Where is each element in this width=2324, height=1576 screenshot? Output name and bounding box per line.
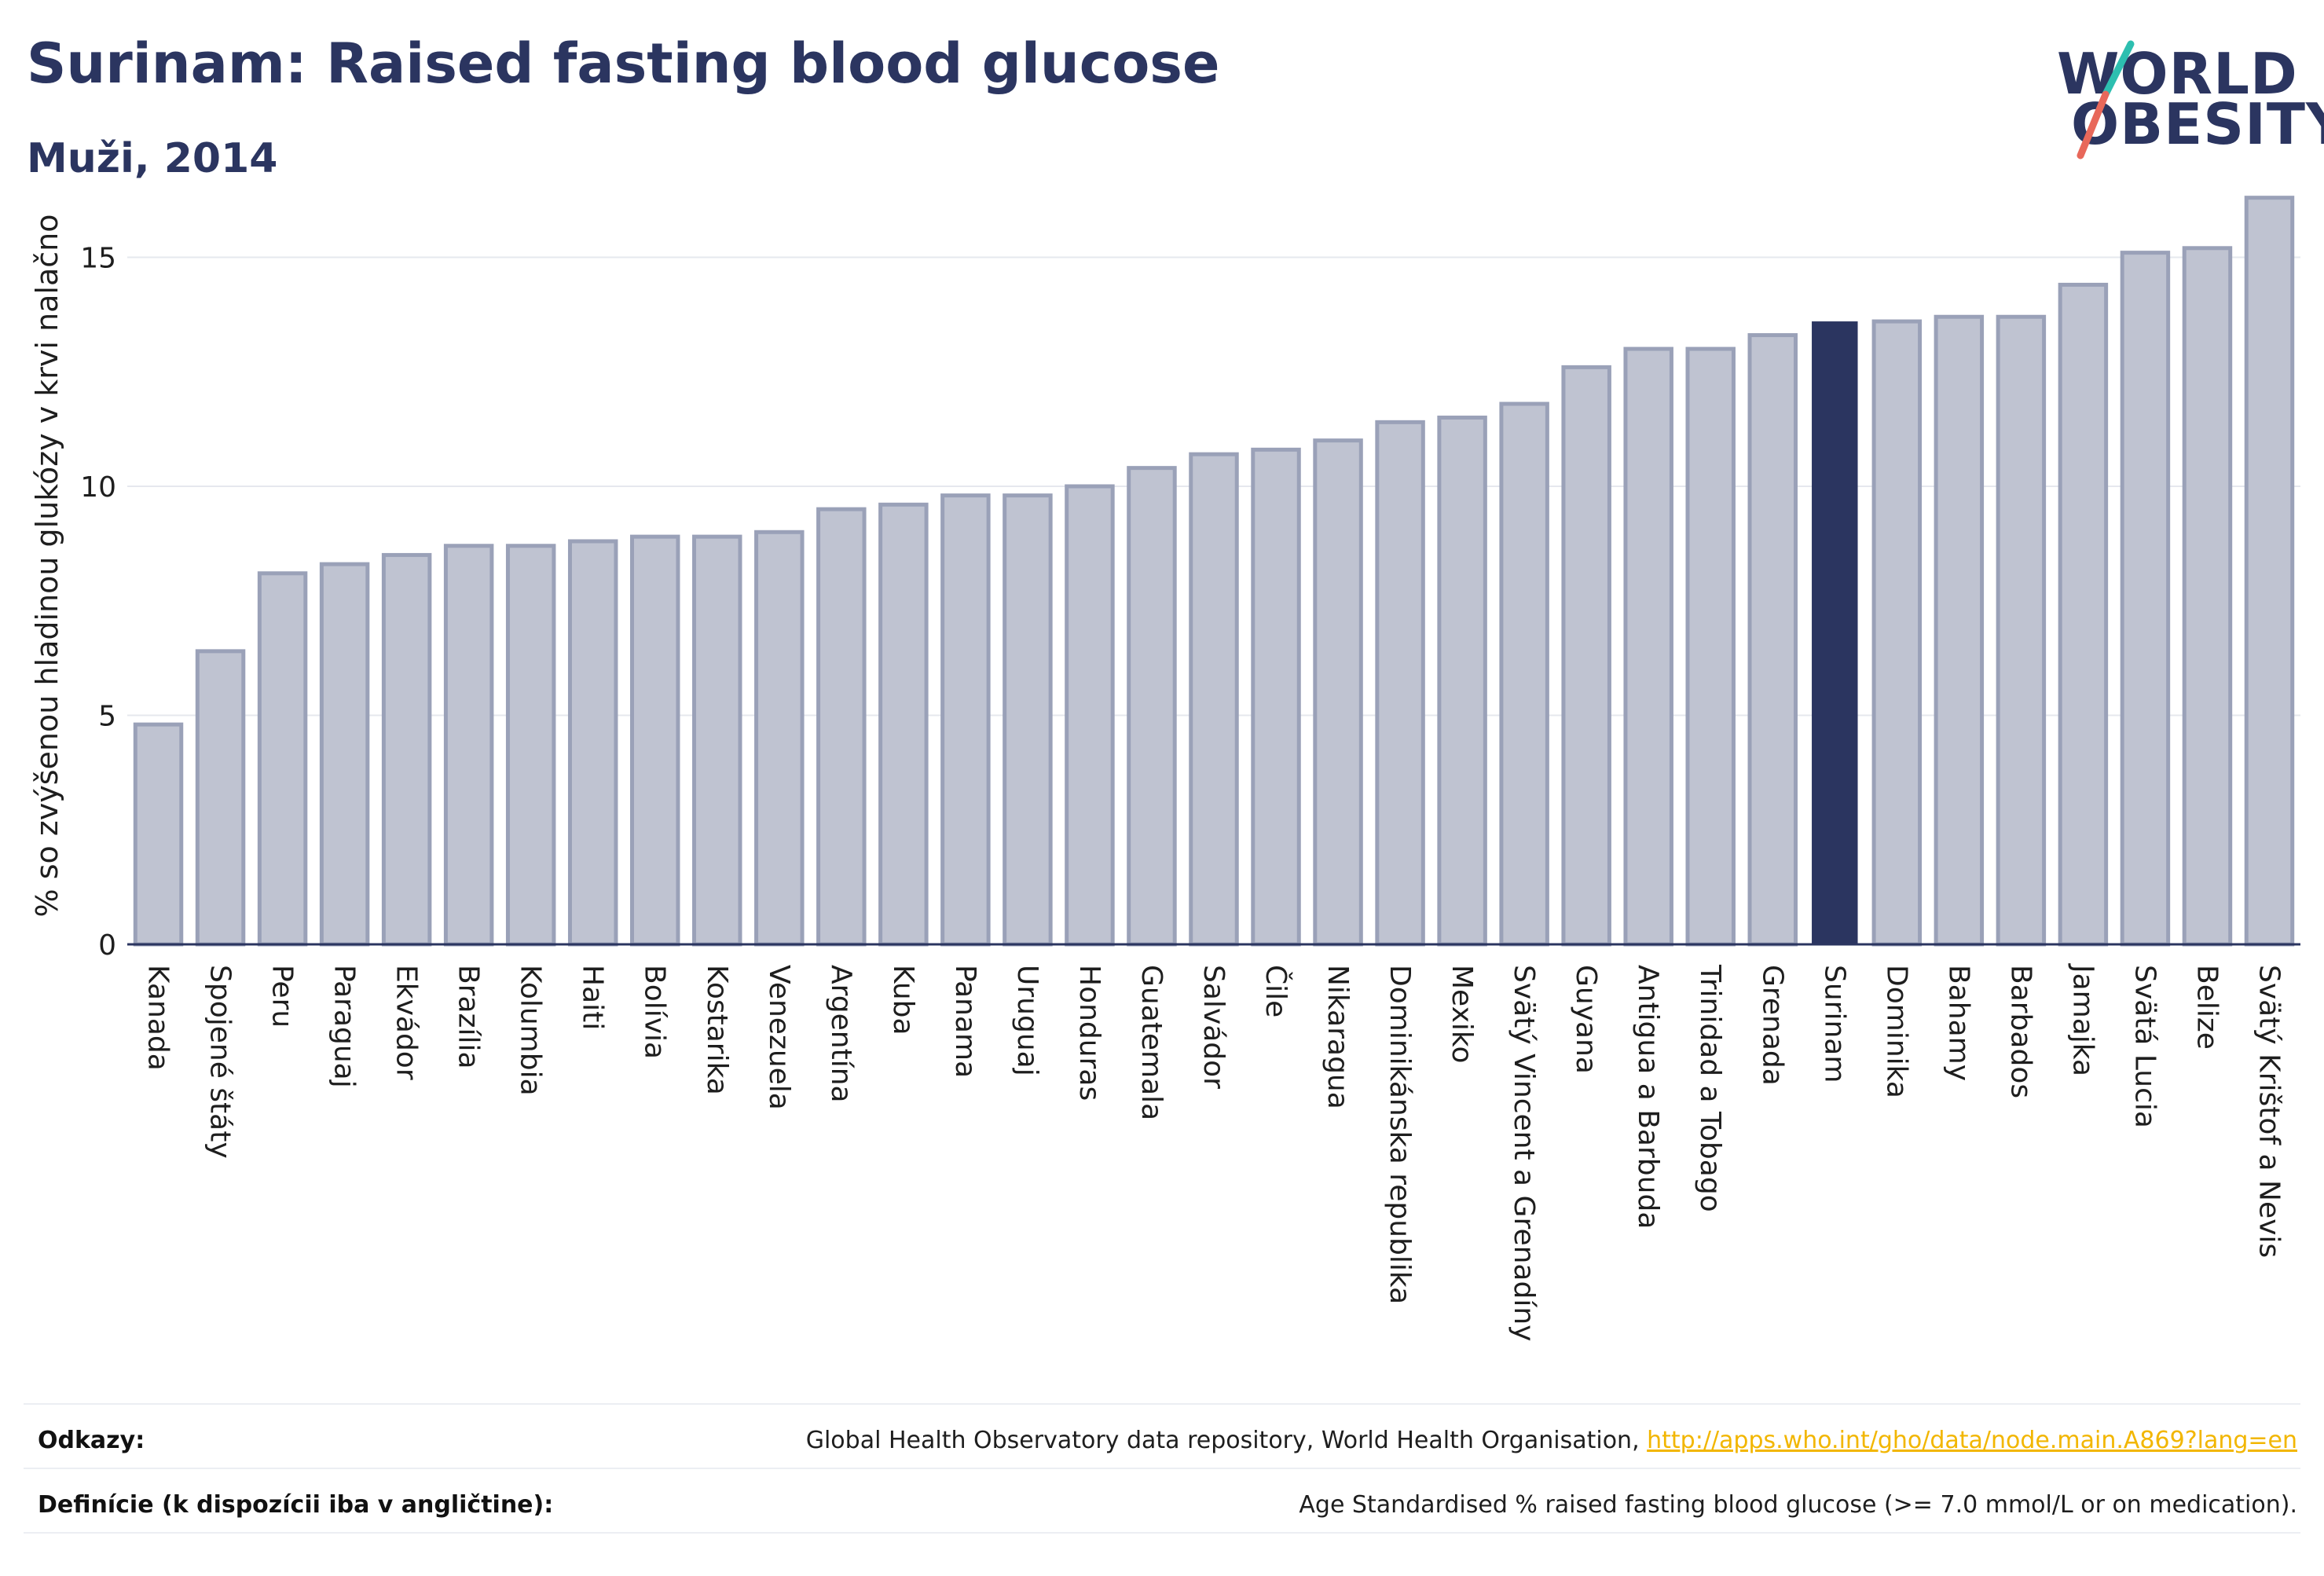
y-tick-label: 5 <box>98 700 116 732</box>
bar-chart: 0 5 10 15 Kanada Spojené štáty Peru Paraguaj Ekv… <box>80 196 2300 1341</box>
bar <box>1003 493 1053 947</box>
x-tick-label: Honduras <box>1073 965 1105 1101</box>
x-tick-label: Svätý Vincent a Grenadíny <box>1508 965 1540 1341</box>
y-tick-label: 10 <box>80 471 116 504</box>
y-tick-label: 0 <box>98 929 116 962</box>
bar <box>1065 484 1115 947</box>
x-tick-label: Venezuela <box>763 965 795 1110</box>
y-axis-title: % so zvýšenou hladinou glukózy v krvi na… <box>30 214 64 918</box>
bar <box>2244 196 2295 947</box>
x-tick-label: Barbados <box>2004 965 2036 1098</box>
references-text: Global Health Observatory data repositor… <box>805 1427 1648 1454</box>
x-tick-label: Nikaragua <box>1321 965 1354 1109</box>
x-tick-label: Bolívia <box>639 965 671 1059</box>
x-tick-label: Haiti <box>577 965 609 1030</box>
bar <box>692 534 742 947</box>
x-tick-label: Čile <box>1259 965 1292 1017</box>
x-tick-label: Salvádor <box>1197 965 1230 1089</box>
footer-divider <box>24 1532 2300 1534</box>
bar <box>1127 466 1177 947</box>
x-tick-label: Svätý Krištof a Nevis <box>2253 965 2285 1258</box>
bar <box>2058 282 2109 947</box>
x-tick-label: Kuba <box>887 965 919 1035</box>
bar <box>1871 319 1923 947</box>
x-tick-label: Jamajka <box>2066 963 2099 1076</box>
bar <box>1499 401 1549 947</box>
bar <box>1623 346 1673 947</box>
x-tick-label: Svätá Lucia <box>2128 965 2161 1128</box>
references-label: Odkazy: <box>38 1427 145 1454</box>
bar <box>2182 246 2233 947</box>
footer-divider <box>24 1468 2300 1469</box>
x-tick-label: Dominikánska republika <box>1384 965 1416 1304</box>
bar <box>630 534 680 947</box>
bar <box>257 571 308 947</box>
x-tick-label: Brazília <box>453 965 485 1069</box>
logo-word-obesity: OBESITY <box>2071 91 2324 157</box>
references-value: Global Health Observatory data repositor… <box>806 1427 2297 1454</box>
bar <box>816 507 867 947</box>
bar <box>878 502 929 947</box>
bar <box>319 562 370 947</box>
bar <box>1189 452 1239 947</box>
x-tick-label: Ekvádor <box>390 965 423 1080</box>
chart-title: Surinam: Raised fasting blood glucose <box>27 31 1220 96</box>
chart-subtitle: Muži, 2014 <box>27 135 278 182</box>
bar <box>940 493 991 947</box>
x-tick-label: Surinam <box>1818 965 1850 1083</box>
x-tick-label: Argentína <box>825 965 857 1103</box>
x-tick-label: Bahamy <box>1942 965 1974 1081</box>
x-tick-label: Antigua a Barbuda <box>1632 965 1664 1229</box>
bar <box>195 649 246 947</box>
x-tick-label: Belize <box>2190 965 2223 1050</box>
x-tick-label: Kolumbia <box>515 965 547 1096</box>
logo-word-world: WORLD <box>2057 41 2298 107</box>
x-tick-label: Peru <box>266 965 299 1028</box>
bar <box>1747 333 1798 947</box>
bar <box>567 539 618 947</box>
x-tick-label: Trinidad a Tobago <box>1694 964 1726 1212</box>
x-tick-label: Uruguaj <box>1011 965 1043 1076</box>
x-tick-label: Guyana <box>1570 965 1602 1074</box>
references-link[interactable]: http://apps.who.int/gho/data/node.main.A… <box>1647 1427 2297 1454</box>
bar <box>1251 447 1301 947</box>
x-tick-label: Kanada <box>142 965 174 1071</box>
bar <box>505 544 556 947</box>
bar <box>133 722 184 947</box>
bar <box>1996 314 2047 947</box>
definition-label: Definície (k dispozícii iba v angličtine… <box>38 1491 554 1519</box>
definition-text: Age Standardised % raised fasting blood … <box>1299 1491 2297 1519</box>
bar <box>1561 365 1611 947</box>
bar <box>1437 416 1487 947</box>
bar <box>1812 321 1858 944</box>
bar <box>443 544 494 947</box>
x-tick-label: Dominika <box>1880 965 1912 1098</box>
y-tick-label: 15 <box>80 242 116 274</box>
logo-slash-icon <box>2077 40 2135 159</box>
x-tick-label: Paraguaj <box>328 965 361 1088</box>
bar <box>1375 420 1425 947</box>
bar <box>1934 314 1985 947</box>
x-tick-label: Panama <box>949 965 981 1078</box>
bar <box>1313 438 1363 947</box>
x-tick-label: Guatemala <box>1135 965 1167 1120</box>
x-tick-label: Kostarika <box>701 965 733 1095</box>
x-tick-label: Mexiko <box>1446 965 1478 1063</box>
footer-divider <box>24 1403 2300 1405</box>
bar <box>754 530 805 947</box>
world-obesity-logo: WORLD OBESITY <box>2043 31 2324 173</box>
bar <box>1685 346 1736 947</box>
x-tick-label: Grenada <box>1756 965 1788 1086</box>
bar <box>2120 251 2171 947</box>
bar <box>381 552 432 947</box>
x-tick-label: Spojené štáty <box>204 965 236 1159</box>
